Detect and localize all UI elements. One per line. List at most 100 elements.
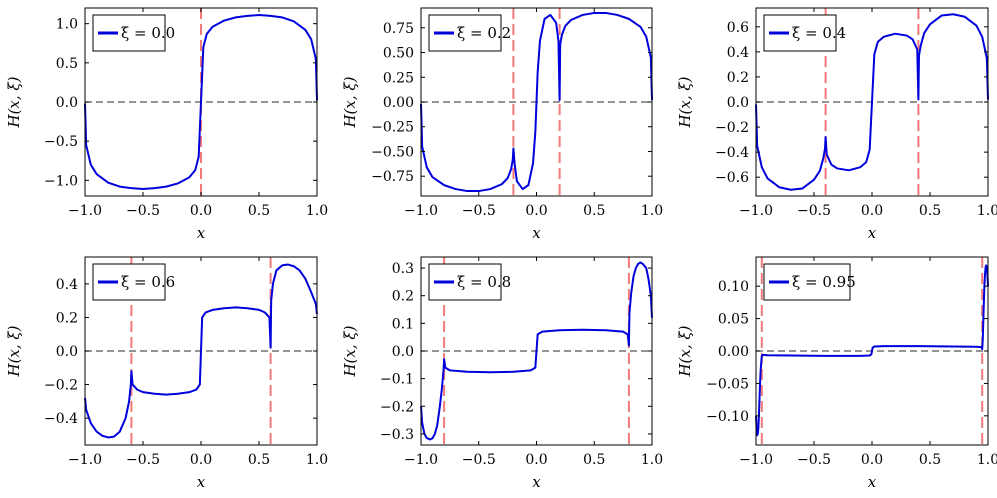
x-tick-label: 0.0 — [190, 203, 212, 219]
x-tick-label: −1.0 — [739, 203, 773, 219]
x-tick-label: 0.5 — [248, 203, 270, 219]
x-tick-label: −0.5 — [462, 452, 496, 468]
y-tick-label: 0.00 — [383, 95, 414, 111]
legend: ξ = 0.8 — [428, 263, 511, 301]
series-line-H — [84, 263, 318, 439]
series-line-H — [420, 11, 653, 193]
y-tick-label: 0.00 — [718, 344, 749, 360]
x-tick-label: 1.0 — [641, 452, 663, 468]
legend-label: ξ = 0.8 — [457, 273, 511, 291]
legend-label: ξ = 0.95 — [792, 273, 856, 291]
x-tick-label: 0.0 — [861, 452, 883, 468]
x-tick-label: −0.5 — [126, 452, 160, 468]
y-tick-label: 0.0 — [56, 344, 78, 360]
chart-panel-bottom-right: −1.0 −0.5 0.0 0.5 1.0 −0.10 −0.05 0.00 0.05 0.10 x… — [676, 256, 997, 491]
y-tick-label: −0.3 — [380, 427, 414, 443]
y-tick-label: −0.05 — [706, 376, 749, 392]
x-tick-label: −1.0 — [68, 203, 102, 219]
y-tick-label: −1.0 — [44, 173, 78, 189]
x-tick-label: −1.0 — [68, 452, 102, 468]
x-tick-label: 0.5 — [583, 452, 605, 468]
series-line-H — [420, 261, 653, 441]
y-tick-label: −0.2 — [44, 378, 78, 394]
series-line-H — [84, 14, 318, 190]
y-tick-label: −0.2 — [715, 120, 749, 136]
x-tick-label: −0.5 — [462, 203, 496, 219]
y-tick-label: 0.2 — [56, 310, 78, 326]
x-tick-label: 0.0 — [525, 452, 547, 468]
x-tick-label: −1.0 — [404, 452, 438, 468]
x-tick-label: 1.0 — [977, 452, 997, 468]
legend: ξ = 0.4 — [763, 14, 846, 52]
y-tick-label: 0.0 — [56, 95, 78, 111]
legend-label: ξ = 0.4 — [792, 24, 846, 42]
y-tick-label: −0.10 — [706, 409, 749, 425]
y-tick-label: −0.5 — [44, 134, 78, 150]
y-tick-label: 0.5 — [56, 56, 78, 72]
x-tick-label: 1.0 — [306, 203, 328, 219]
x-axis-label: x — [868, 473, 877, 491]
x-tick-label: −1.0 — [404, 203, 438, 219]
y-axis-label: H(x, ξ) — [5, 325, 23, 377]
x-tick-label: −0.5 — [126, 203, 160, 219]
x-axis-label: x — [197, 473, 206, 491]
x-axis-label: x — [197, 224, 206, 242]
y-tick-label: 0.10 — [718, 279, 749, 295]
x-tick-label: −1.0 — [739, 452, 773, 468]
x-tick-label: 0.5 — [583, 203, 605, 219]
y-tick-label: −0.25 — [371, 120, 414, 136]
y-axis-label: H(x, ξ) — [341, 325, 359, 377]
y-tick-label: 0.75 — [383, 21, 414, 37]
y-tick-label: −0.2 — [380, 399, 414, 415]
legend: ξ = 0.0 — [92, 14, 175, 52]
legend-label: ξ = 0.6 — [121, 273, 175, 291]
x-tick-label: 0.0 — [861, 203, 883, 219]
y-tick-label: −0.1 — [380, 372, 414, 388]
x-tick-label: 0.5 — [919, 203, 941, 219]
y-tick-label: 0.6 — [727, 20, 749, 36]
y-tick-label: 0.4 — [56, 277, 78, 293]
x-tick-label: 0.0 — [190, 452, 212, 468]
y-tick-label: −0.4 — [44, 411, 78, 427]
x-tick-label: −0.5 — [797, 203, 831, 219]
y-tick-label: 0.50 — [383, 46, 414, 62]
x-tick-label: 0.0 — [525, 203, 547, 219]
chart-panel-bottom-center: −1.0 −0.5 0.0 0.5 1.0 −0.3 −0.2 −0.1 0.0 0.1 0.2 0.… — [341, 256, 663, 491]
y-axis-label: H(x, ξ) — [341, 76, 359, 128]
y-tick-label: 0.3 — [392, 261, 414, 277]
x-tick-label: 1.0 — [641, 203, 663, 219]
chart-panel-top-right: −1.0 −0.5 0.0 0.5 1.0 −0.6 −0.4 −0.2 0.0 0.2 0.4 0.… — [676, 7, 997, 242]
y-axis-label: H(x, ξ) — [676, 325, 694, 377]
y-tick-label: 0.2 — [727, 70, 749, 86]
y-tick-label: −0.4 — [715, 145, 749, 161]
x-tick-label: 0.5 — [248, 452, 270, 468]
x-axis-label: x — [532, 224, 541, 242]
y-tick-label: 0.4 — [727, 45, 749, 61]
series-line-H — [755, 13, 989, 191]
y-tick-label: 0.0 — [727, 95, 749, 111]
y-tick-label: −0.6 — [715, 170, 749, 186]
y-tick-label: 0.05 — [718, 312, 749, 328]
series-line-H — [755, 264, 989, 437]
y-tick-label: 0.2 — [392, 289, 414, 305]
x-axis-label: x — [532, 473, 541, 491]
x-tick-label: 0.5 — [919, 452, 941, 468]
legend: ξ = 0.6 — [92, 263, 175, 301]
chart-panel-bottom-left: −1.0 −0.5 0.0 0.5 1.0 −0.4 −0.2 0.0 0.2 0.4 x H(x, … — [5, 256, 328, 491]
legend: ξ = 0.2 — [428, 14, 511, 52]
legend-label: ξ = 0.2 — [457, 24, 511, 42]
y-tick-label: −0.50 — [371, 144, 414, 160]
y-tick-label: 0.25 — [383, 70, 414, 86]
y-tick-label: 0.1 — [392, 316, 414, 332]
y-axis-label: H(x, ξ) — [676, 76, 694, 128]
chart-panel-top-center: −1.0 −0.5 0.0 0.5 1.0 −0.75 −0.50 −0.25 0.00 0.25… — [341, 7, 663, 242]
y-tick-label: 0.0 — [392, 344, 414, 360]
y-tick-label: −0.75 — [371, 169, 414, 185]
x-axis-label: x — [868, 224, 877, 242]
x-tick-label: 1.0 — [306, 452, 328, 468]
chart-panel-top-left: −1.0 −0.5 0.0 0.5 1.0 −1.0 −0.5 0.0 0.5 1.0 x H(x, … — [5, 7, 328, 242]
x-tick-label: 1.0 — [977, 203, 997, 219]
legend: ξ = 0.95 — [763, 263, 856, 301]
y-tick-label: 1.0 — [56, 17, 78, 33]
